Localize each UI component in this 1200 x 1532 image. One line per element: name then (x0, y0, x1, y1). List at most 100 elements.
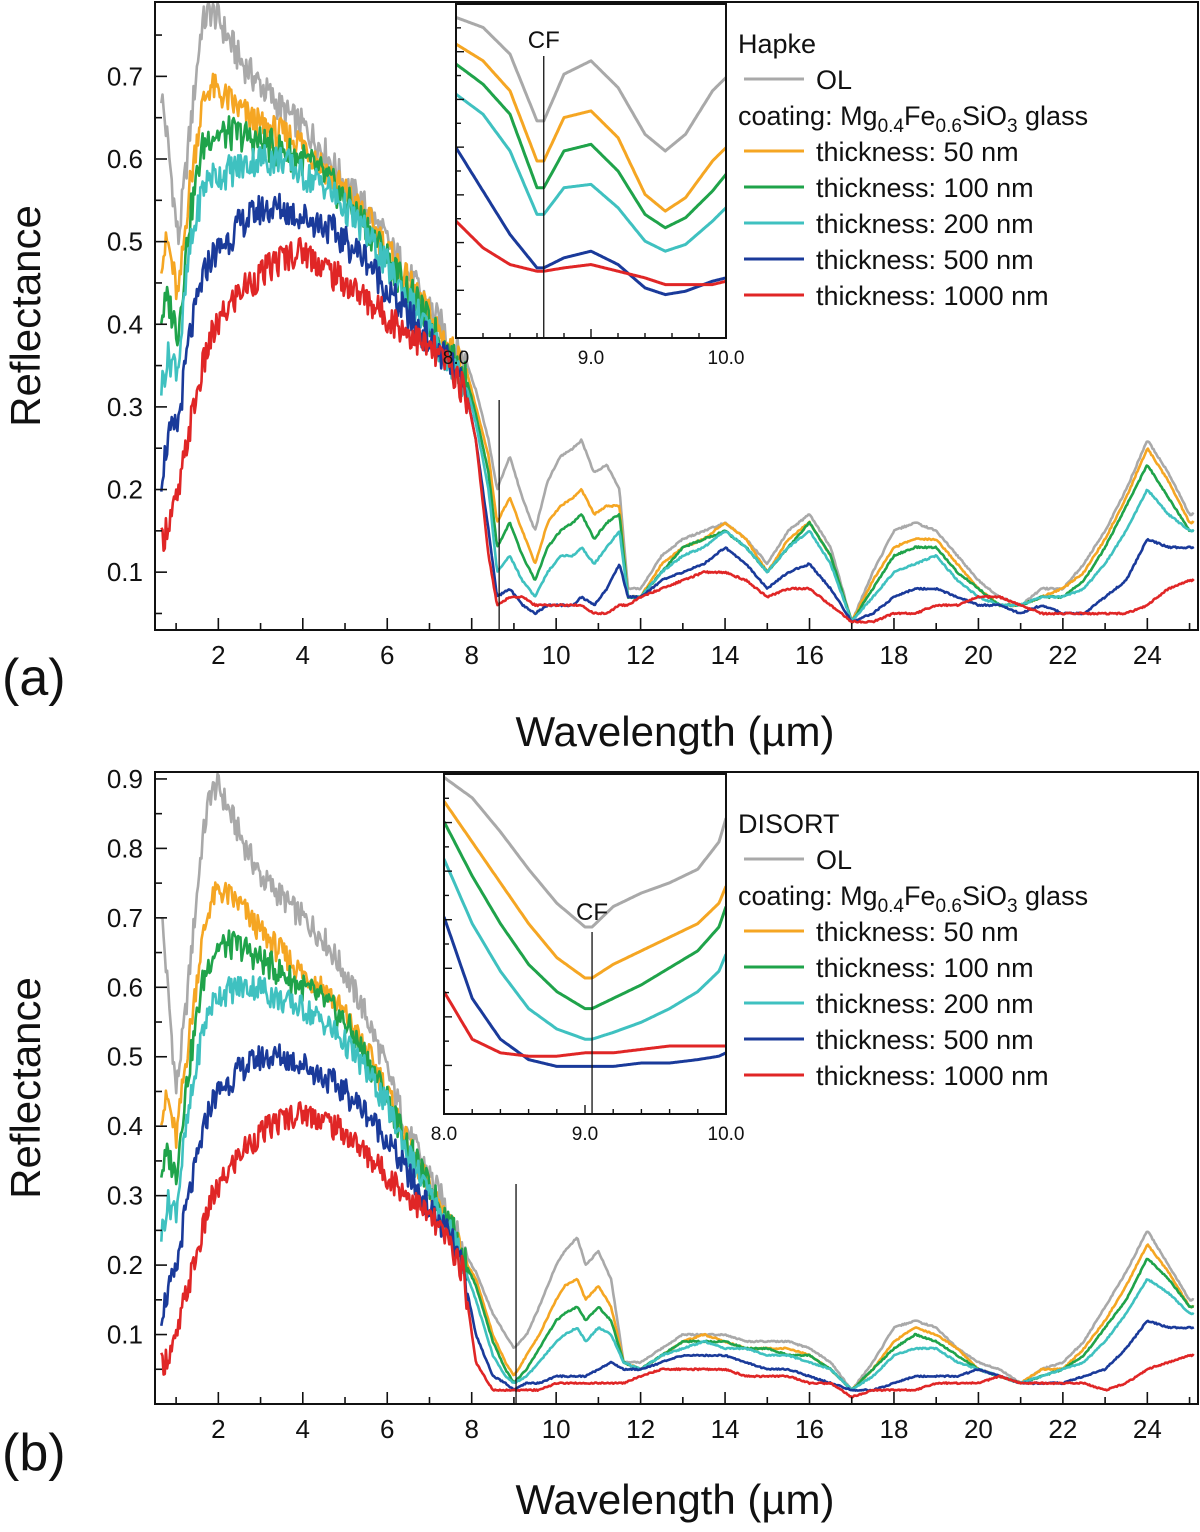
series-line-t500 (160, 192, 1195, 623)
panel-a: 2 4 6 8 10 12 14 16 18 20 22 240.10.20.30.40.50.60.… (2, 1, 1199, 755)
series-line-t200 (160, 144, 1195, 623)
legend-label-t50: thickness: 50 nm (816, 917, 1019, 947)
legend-label-t1000: thickness: 1000 nm (816, 1061, 1049, 1091)
y-tick-label: 0.3 (107, 392, 143, 422)
inset-x-tick-label: 10.0 (708, 348, 745, 369)
x-tick-label: 16 (795, 1414, 824, 1444)
x-tick-label: 14 (711, 1414, 740, 1444)
panel-label: (b) (2, 1424, 66, 1482)
series-group (160, 772, 1195, 1399)
legend-coating-part: SiO (962, 881, 1007, 911)
panel-label: (a) (2, 649, 66, 707)
inset-x-tick-label: 8.0 (443, 348, 469, 369)
y-tick-label: 0.5 (107, 227, 143, 257)
y-tick-label: 0.6 (107, 972, 143, 1002)
legend-label-t500: thickness: 500 nm (816, 1025, 1034, 1055)
legend-coating-text: coating: Mg0.4Fe0.6SiO3 glass (738, 101, 1088, 137)
x-tick-label: 2 (211, 1414, 225, 1444)
inset-x-tick-label: 9.0 (578, 348, 604, 369)
inset-x-tick-label: 10.0 (708, 1124, 745, 1145)
inset-series-line-t100 (456, 62, 726, 230)
y-tick-label: 0.3 (107, 1181, 143, 1211)
legend-label-t100: thickness: 100 nm (816, 953, 1034, 983)
x-axis-label: Wavelength (µm) (515, 708, 834, 755)
x-tick-label: 24 (1133, 1414, 1162, 1444)
y-tick-label: 0.2 (107, 1250, 143, 1280)
legend-coating-subscript: 0.6 (936, 116, 962, 137)
inset-plot: CF 8.0 9.0 10.0 (431, 773, 745, 1145)
inset-series-line-t200 (456, 93, 726, 253)
legend-title: Hapke (738, 29, 816, 59)
x-tick-label: 22 (1048, 640, 1077, 670)
legend-coating-subscript: 0.6 (936, 896, 962, 917)
legend-label-t100: thickness: 100 nm (816, 173, 1034, 203)
y-tick-label: 0.4 (107, 1111, 143, 1141)
y-tick-label: 0.6 (107, 144, 143, 174)
inset-series-line-t500 (456, 146, 726, 297)
x-tick-label: 10 (542, 1414, 571, 1444)
x-tick-label: 16 (795, 640, 824, 670)
inset-series-line-OL (456, 15, 726, 153)
inset-background (444, 774, 726, 1114)
inset-series-line-t100 (444, 820, 726, 1011)
inset-cf-label: CF (528, 27, 560, 54)
inset-background (456, 4, 726, 338)
x-tick-label: 8 (464, 640, 478, 670)
plot-frame (154, 771, 1199, 1405)
legend-coating-part: coating: Mg (738, 101, 878, 131)
legend-label-t200: thickness: 200 nm (816, 989, 1034, 1019)
legend-label-t500: thickness: 500 nm (816, 245, 1034, 275)
x-tick-label: 10 (542, 640, 571, 670)
legend-title: DISORT (738, 809, 840, 839)
y-tick-label: 0.2 (107, 475, 143, 505)
legend-coating-part: glass (1018, 101, 1089, 131)
y-tick-label: 0.4 (107, 309, 143, 339)
legend-label-OL: OL (816, 845, 852, 875)
x-tick-label: 4 (296, 1414, 310, 1444)
legend-coating-subscript: 0.4 (878, 896, 905, 917)
x-tick-label: 24 (1133, 640, 1162, 670)
x-tick-label: 4 (296, 640, 310, 670)
x-axis-label: Wavelength (µm) (515, 1476, 834, 1523)
legend-label-t50: thickness: 50 nm (816, 137, 1019, 167)
inset-series-line-t50 (444, 800, 726, 980)
inset-series-group (456, 15, 726, 297)
inset-series-line-t1000 (444, 990, 726, 1058)
inset-x-tick-label: 9.0 (572, 1124, 598, 1145)
inset-series-line-t200 (444, 858, 726, 1041)
y-tick-label: 0.5 (107, 1042, 143, 1072)
x-tick-label: 8 (464, 1414, 478, 1444)
x-tick-label: 20 (964, 640, 993, 670)
inset-series-line-OL (444, 776, 726, 929)
legend-coating-subscript: 3 (1007, 896, 1018, 917)
legend-coating-part: SiO (962, 101, 1007, 131)
x-tick-label: 20 (964, 1414, 993, 1444)
series-line-t1000 (160, 236, 1195, 624)
y-axis-label: Reflectance (2, 977, 49, 1199)
inset-series-line-t1000 (456, 220, 726, 287)
legend-coating-subscript: 3 (1007, 116, 1018, 137)
x-tick-label: 18 (880, 640, 909, 670)
y-tick-label: 0.1 (107, 557, 143, 587)
x-tick-label: 6 (380, 640, 394, 670)
y-tick-label: 0.1 (107, 1320, 143, 1350)
legend-coating-part: Fe (904, 881, 936, 911)
x-tick-label: 14 (711, 640, 740, 670)
x-tick-label: 12 (626, 1414, 655, 1444)
legend-coating-subscript: 0.4 (878, 116, 905, 137)
inset-series-line-t50 (456, 42, 726, 213)
x-tick-label: 18 (880, 1414, 909, 1444)
y-tick-label: 0.8 (107, 833, 143, 863)
y-tick-label: 0.7 (107, 903, 143, 933)
panel-b: 2 4 6 8 10 12 14 16 18 20 22 240.10.20.30.40.50.60.… (2, 764, 1199, 1523)
legend-label-OL: OL (816, 65, 852, 95)
series-line-t1000 (160, 1101, 1195, 1399)
inset-cf-label: CF (576, 899, 608, 926)
legend-coating-part: glass (1018, 881, 1089, 911)
legend-label-t1000: thickness: 1000 nm (816, 281, 1049, 311)
y-axis-label: Reflectance (2, 205, 49, 427)
plot-frame (154, 1, 1199, 631)
